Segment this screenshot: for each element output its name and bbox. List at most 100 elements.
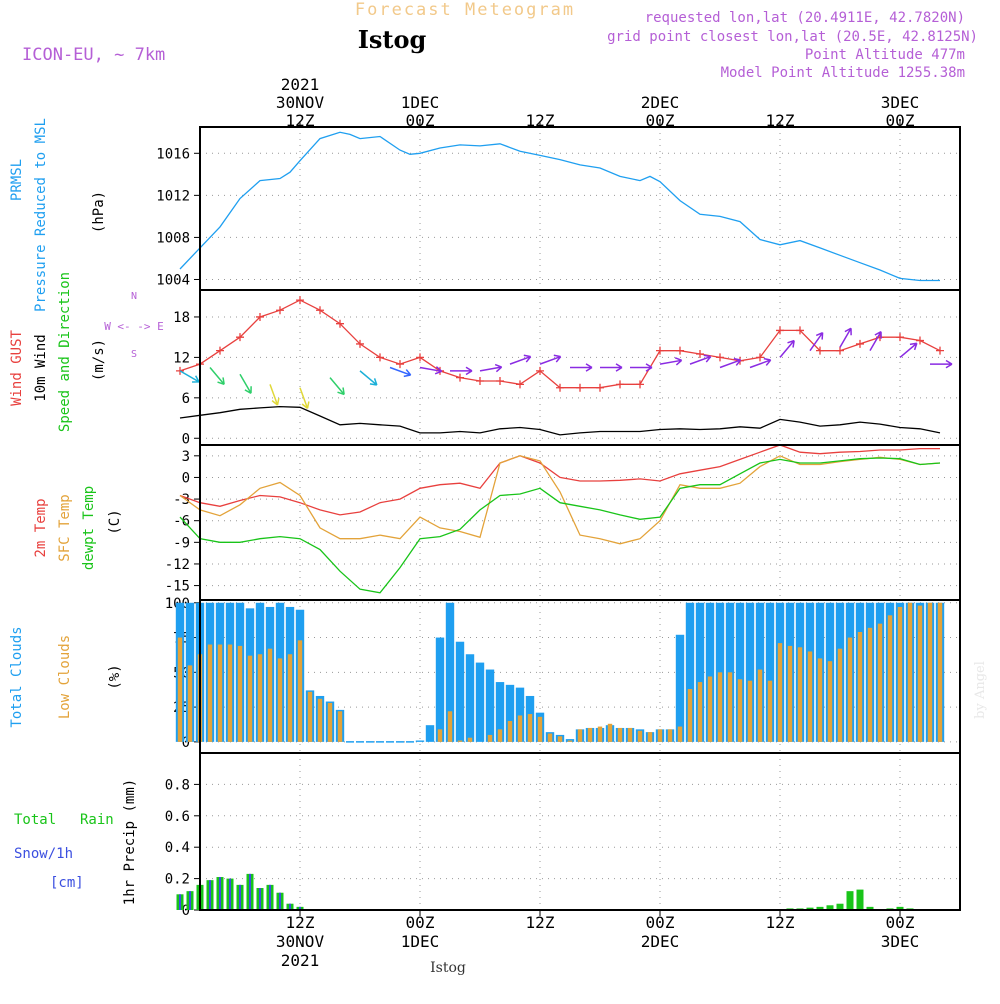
wind-arrow xyxy=(299,387,310,409)
low-cloud-bar xyxy=(777,643,783,742)
low-cloud-bar xyxy=(587,727,593,742)
snow-bar xyxy=(239,884,241,910)
gust-marker xyxy=(616,380,624,389)
model-altitude: Model Point Altitude 1255.38m xyxy=(721,65,965,81)
low-cloud-bar xyxy=(547,733,553,742)
dewpt-temp-line xyxy=(179,457,941,594)
y-tick-label: 0.4 xyxy=(165,840,190,856)
wind-arrow xyxy=(719,357,742,369)
precip-cm-label: [cm] xyxy=(50,875,84,891)
wind-arrow xyxy=(630,363,653,372)
low-cloud-bar xyxy=(747,680,753,742)
gust-label: Wind GUST xyxy=(9,330,25,406)
gust-marker xyxy=(316,306,324,315)
y-tick-label: -15 xyxy=(165,579,190,595)
low-cloud-bar xyxy=(697,682,703,742)
gust-marker xyxy=(936,346,944,355)
y-tick-label: 0 xyxy=(182,903,190,919)
y-tick-label: 3 xyxy=(182,449,190,465)
low-cloud-bar xyxy=(887,615,893,742)
gust-marker xyxy=(496,376,504,385)
bottom-time-label: 00Z xyxy=(406,913,435,932)
compass-s: S xyxy=(131,349,137,360)
wind-arrow xyxy=(809,331,824,352)
low-cloud-bar xyxy=(817,658,823,742)
total-cloud-bar xyxy=(415,740,425,742)
y-tick-label: 18 xyxy=(173,310,190,326)
y-tick-label: 0.2 xyxy=(165,872,190,888)
total-cloud-bar xyxy=(765,602,775,742)
wind-arrow xyxy=(749,357,772,369)
y-tick-label: 0.8 xyxy=(165,777,190,793)
gust-marker xyxy=(456,373,464,382)
low-cloud-bar xyxy=(917,605,923,742)
low-cloud-bar xyxy=(487,734,493,742)
rain-bar xyxy=(826,905,834,910)
low-cloud-bar xyxy=(687,689,693,742)
wind-arrow xyxy=(209,367,225,386)
gust-marker xyxy=(556,383,564,392)
total-cloud-bar xyxy=(515,687,525,742)
low-cloud-bar xyxy=(837,648,843,742)
bottom-time-label: 00Z xyxy=(646,913,675,932)
panel-frame xyxy=(199,444,961,601)
low-cloud-bar xyxy=(797,647,803,742)
10m-wind-line xyxy=(179,405,941,436)
compass-n: N xyxy=(131,291,137,302)
prmsl-label: PRMSL xyxy=(9,159,25,201)
gust-marker xyxy=(276,306,284,315)
total-cloud-bar xyxy=(675,634,685,742)
rain-bar xyxy=(846,891,854,910)
y-tick-label: 1016 xyxy=(156,146,190,162)
compass-we: W <- -> E xyxy=(104,320,164,333)
wind-arrow xyxy=(329,377,345,396)
top-date-label: 2DEC xyxy=(641,93,680,112)
y-tick-label: -3 xyxy=(173,492,190,508)
gust-marker xyxy=(416,353,424,362)
low-cloud-bar xyxy=(707,676,713,742)
wind-arrow xyxy=(479,363,503,373)
gust-marker xyxy=(836,346,844,355)
top-time-label: 00Z xyxy=(886,111,915,130)
wind-arrow xyxy=(839,327,852,348)
gridpoint-coords: grid point closest lon,lat (20.5E, 42.81… xyxy=(607,29,978,45)
panel-frame xyxy=(199,752,961,911)
total-cloud-bar xyxy=(685,602,695,742)
low-cloud-bar xyxy=(307,691,313,742)
bottom-time-label: 12Z xyxy=(766,913,795,932)
t2m-label: 2m Temp xyxy=(33,498,49,557)
sfc-temp-line xyxy=(179,455,941,545)
bottom-date-label: 2DEC xyxy=(641,932,680,951)
gust-marker xyxy=(476,376,484,385)
low-cloud-bar xyxy=(187,665,193,742)
low-clouds-label: Low Clouds xyxy=(57,635,73,719)
bottom-time-label: 00Z xyxy=(886,913,915,932)
total-cloud-bar xyxy=(445,602,455,742)
low-cloud-bar xyxy=(857,631,863,742)
total-cloud-bar xyxy=(485,669,495,742)
wind-arrow xyxy=(539,354,562,365)
gust-marker xyxy=(536,366,544,375)
bottom-year-label: 2021 xyxy=(281,951,320,970)
low-cloud-bar xyxy=(517,715,523,742)
top-time-label: 12Z xyxy=(286,111,315,130)
low-cloud-bar xyxy=(297,640,303,742)
gust-marker xyxy=(236,333,244,342)
location-title: Istog xyxy=(358,25,427,54)
low-cloud-bar xyxy=(847,637,853,742)
wind-arrow xyxy=(659,357,683,366)
low-cloud-bar xyxy=(937,602,943,742)
point-altitude: Point Altitude 477m xyxy=(805,47,965,63)
total-cloud-bar xyxy=(505,684,515,742)
low-cloud-bar xyxy=(227,644,233,742)
top-date-label: 30NOV xyxy=(276,93,325,112)
precip-total-label: Total xyxy=(14,812,56,828)
sfc-temp-label: SFC Temp xyxy=(57,494,73,561)
low-cloud-bar xyxy=(287,654,293,742)
low-cloud-bar xyxy=(457,740,463,742)
snow-bar xyxy=(179,894,181,910)
snow-bar xyxy=(289,903,291,910)
snow-bar xyxy=(259,888,261,910)
footer-location: Istog xyxy=(430,960,466,976)
wind-arrow xyxy=(509,354,532,365)
